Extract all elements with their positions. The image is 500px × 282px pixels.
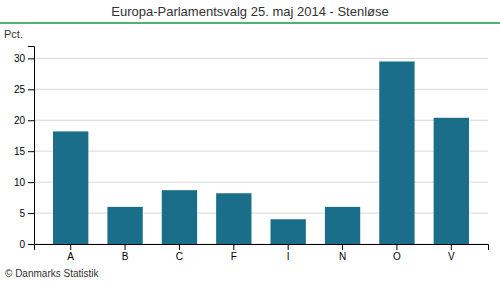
y-tick-label: 20 (14, 115, 26, 126)
bar (216, 193, 251, 244)
x-tick-mark (70, 244, 71, 250)
x-tick-label: C (176, 251, 183, 262)
x-axis: ABCFINOV (35, 244, 489, 262)
grid (34, 58, 488, 244)
grid-line (34, 151, 488, 152)
y-tick-mark (28, 89, 34, 90)
grid-line (34, 89, 488, 90)
y-tick-label: 25 (14, 84, 26, 95)
x-tick-mark (288, 244, 289, 250)
x-tick-label: O (393, 251, 401, 262)
bar (162, 190, 197, 244)
chart-container: Europa-Parlamentsvalg 25. maj 2014 - Ste… (0, 0, 500, 282)
x-tick-label: I (287, 251, 290, 262)
y-tick-mark (28, 244, 34, 245)
x-tick-label: B (122, 251, 129, 262)
bars (53, 61, 469, 244)
y-tick-mark (28, 120, 34, 121)
y-axis: 0 5 10 15 20 25 30 (14, 47, 35, 250)
bar (107, 207, 142, 244)
y-tick-label: 30 (14, 53, 26, 64)
y-axis-label: Pct. (4, 28, 23, 40)
footer: © Danmarks Statistik (5, 268, 100, 279)
x-tick: A (67, 244, 74, 262)
title-rule (0, 22, 500, 24)
bar (53, 131, 88, 244)
y-axis-line (28, 47, 35, 245)
x-tick-mark (179, 244, 180, 250)
x-tick-label: V (448, 251, 455, 262)
grid-line (34, 182, 488, 183)
y-tick-label: 15 (14, 146, 26, 157)
y-tick-mark (28, 182, 34, 183)
x-tick: V (448, 244, 455, 262)
x-tick: I (287, 244, 290, 262)
x-tick-label: N (339, 251, 346, 262)
x-tick-label: F (231, 251, 237, 262)
grid-line (34, 213, 488, 214)
y-tick-mark (28, 151, 34, 152)
y-tick-mark (28, 213, 34, 214)
bar (434, 118, 469, 244)
x-axis-line (35, 245, 489, 251)
bar (271, 219, 306, 244)
x-tick-mark (233, 244, 234, 250)
x-tick-mark (342, 244, 343, 250)
x-tick-mark (125, 244, 126, 250)
y-tick-label: 5 (19, 208, 25, 219)
chart-svg: Europa-Parlamentsvalg 25. maj 2014 - Ste… (0, 0, 500, 282)
x-tick: C (176, 244, 183, 262)
y-tick: 30 (14, 53, 34, 64)
y-tick: 10 (14, 177, 34, 188)
grid-line (34, 120, 488, 121)
x-tick-mark (451, 244, 452, 250)
y-tick-mark (28, 58, 34, 59)
y-tick: 5 (19, 208, 34, 219)
bar (379, 61, 414, 244)
title: Europa-Parlamentsvalg 25. maj 2014 - Ste… (111, 4, 388, 19)
y-tick-label: 0 (19, 239, 25, 250)
x-tick: O (393, 244, 401, 262)
y-tick: 0 (19, 239, 34, 250)
y-tick-label: 10 (14, 177, 26, 188)
bar (325, 207, 360, 244)
y-tick: 25 (14, 84, 34, 95)
x-tick: F (231, 244, 237, 262)
x-tick: N (339, 244, 346, 262)
y-tick: 20 (14, 115, 34, 126)
x-tick-mark (396, 244, 397, 250)
y-tick: 15 (14, 146, 34, 157)
x-tick: B (122, 244, 129, 262)
x-tick-label: A (67, 251, 74, 262)
grid-line (34, 58, 488, 59)
